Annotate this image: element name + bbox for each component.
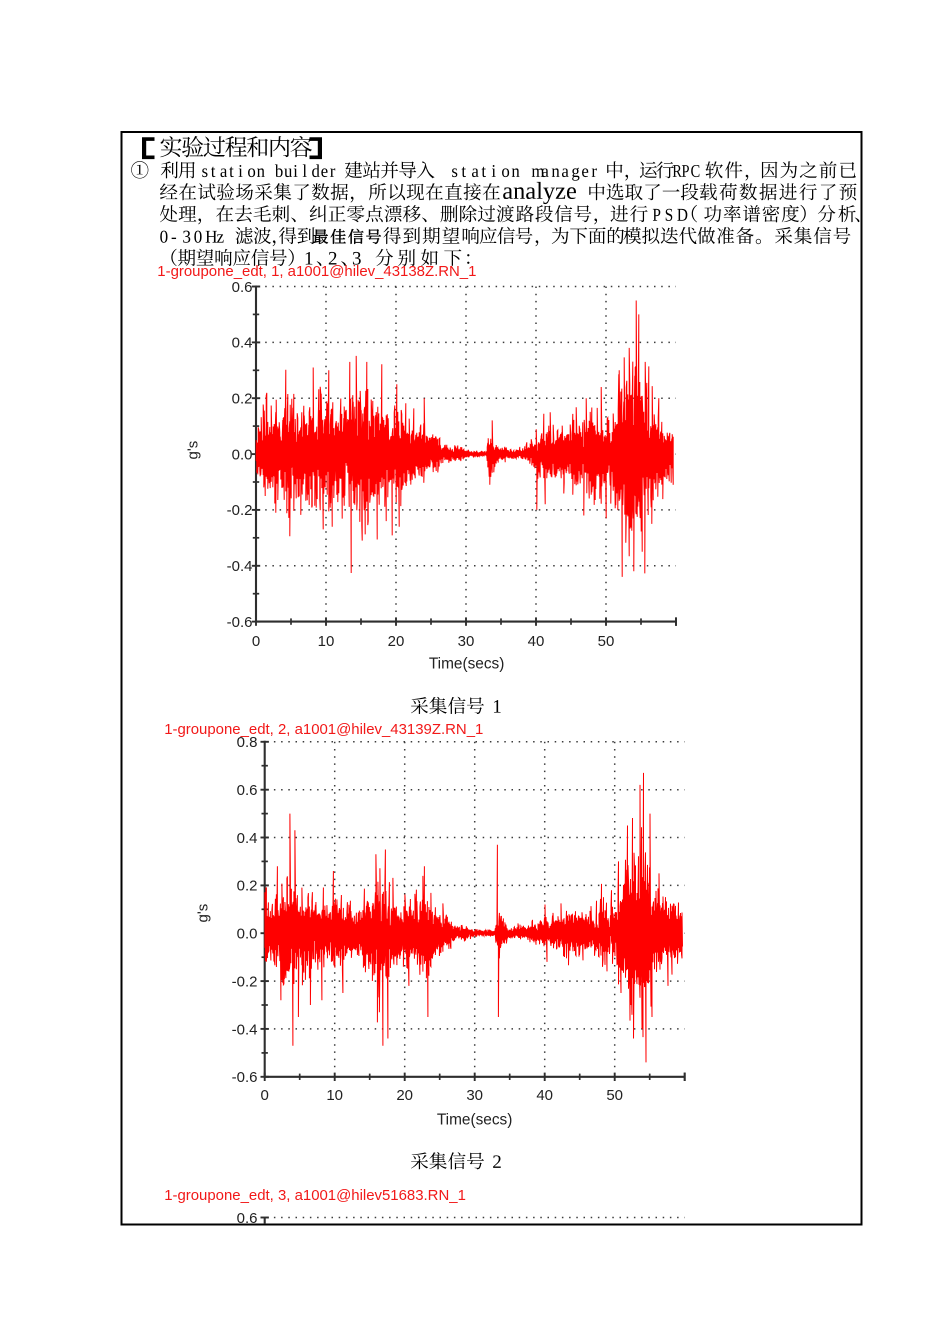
svg-text:50: 50 (598, 633, 615, 650)
svg-text:-0.2: -0.2 (232, 973, 258, 990)
svg-text:0.6: 0.6 (237, 782, 258, 799)
svg-text:-0.6: -0.6 (227, 614, 253, 631)
svg-text:0.8: 0.8 (237, 734, 258, 751)
svg-text:-0.4: -0.4 (227, 558, 253, 575)
svg-text:20: 20 (388, 633, 405, 650)
svg-text:10: 10 (326, 1087, 343, 1104)
svg-text:0.0: 0.0 (232, 446, 253, 463)
svg-text:1-groupone_edt, 3, a1001@hilev: 1-groupone_edt, 3, a1001@hilev51683.RN_1 (164, 1187, 466, 1204)
svg-text:0: 0 (252, 633, 260, 650)
svg-text:1-groupone_edt, 2, a1001@hilev: 1-groupone_edt, 2, a1001@hilev_43139Z.RN… (164, 721, 483, 738)
svg-text:-0.6: -0.6 (232, 1069, 258, 1086)
svg-text:0.2: 0.2 (237, 878, 258, 895)
svg-text:Time(secs): Time(secs) (429, 656, 505, 673)
svg-text:0: 0 (261, 1087, 269, 1104)
svg-text:10: 10 (318, 633, 335, 650)
svg-text:g's: g's (185, 441, 202, 460)
svg-text:0.4: 0.4 (232, 335, 253, 352)
svg-text:30: 30 (466, 1087, 483, 1104)
svg-text:0.6: 0.6 (237, 1210, 258, 1227)
svg-text:0.0: 0.0 (237, 926, 258, 943)
svg-text:30: 30 (458, 633, 475, 650)
svg-text:40: 40 (528, 633, 545, 650)
svg-text:-0.2: -0.2 (227, 502, 253, 519)
svg-text:50: 50 (606, 1087, 623, 1104)
svg-text:g's: g's (195, 904, 212, 923)
svg-text:-0.4: -0.4 (232, 1021, 258, 1038)
svg-text:Time(secs): Time(secs) (437, 1111, 513, 1128)
svg-text:0.6: 0.6 (232, 279, 253, 296)
svg-text:40: 40 (536, 1087, 553, 1104)
svg-text:0.4: 0.4 (237, 830, 258, 847)
svg-text:1-groupone_edt, 1, a1001@hilev: 1-groupone_edt, 1, a1001@hilev_43138Z.RN… (157, 263, 476, 280)
svg-text:20: 20 (396, 1087, 413, 1104)
svg-text:0.2: 0.2 (232, 391, 253, 408)
